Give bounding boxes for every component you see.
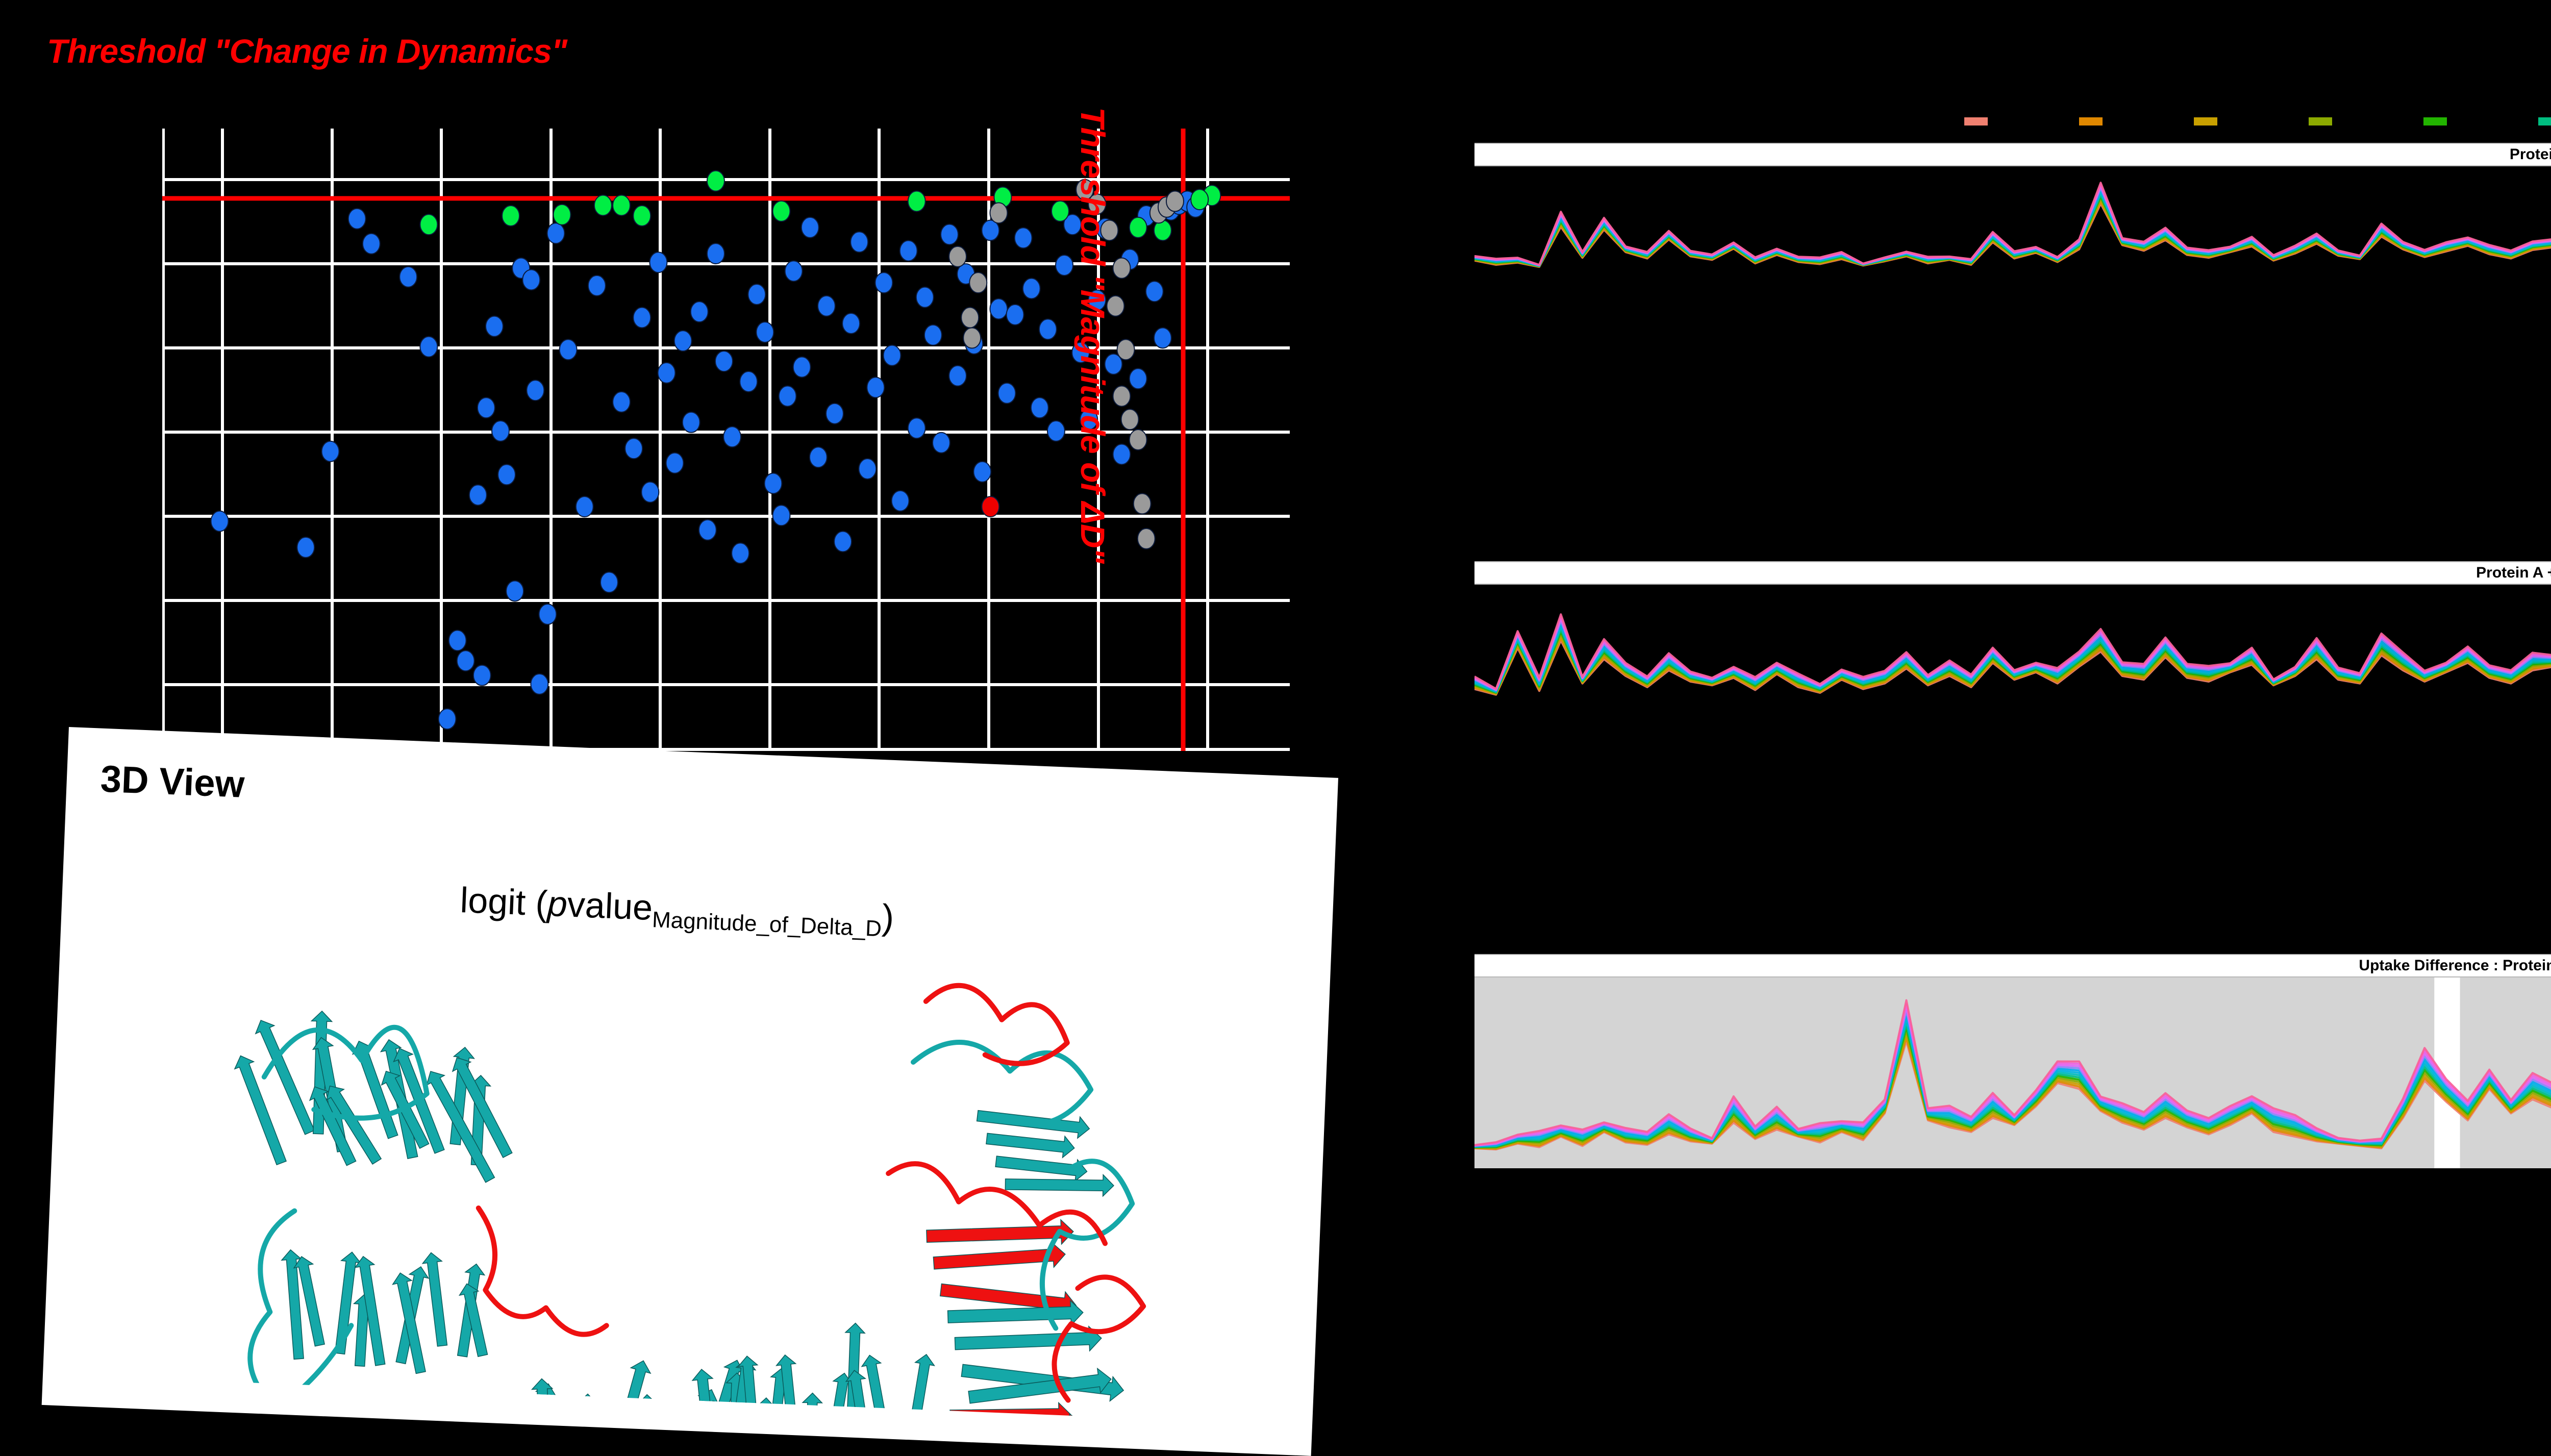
threshold-magnitude-of-delta-d-label: Threshold "Magnitude of ΔD" (1074, 107, 1112, 563)
legend-swatch-1[interactable] (2079, 117, 2103, 125)
panel-titlebar (1474, 954, 2551, 977)
legend-swatch-2[interactable] (2194, 117, 2217, 125)
uptake-panel-protein-a-ligand: Protein A + Ligand (1474, 561, 2551, 755)
uptake-plots-region: Protein A Protein A + Ligand Uptake Diff… (1474, 41, 2551, 1326)
timepoint-legend[interactable] (1474, 117, 2551, 138)
volcano-plot-panel: Threshold "Change in Dynamics" Threshold… (0, 0, 1327, 867)
3d-view-title: 3D View (99, 757, 245, 806)
threshold-change-in-dynamics-label: Threshold "Change in Dynamics" (47, 32, 567, 70)
legend-swatch-4[interactable] (2423, 117, 2447, 125)
panel-title-protein-a-ligand: Protein A + Ligand (2476, 564, 2551, 581)
panel-body-uptake-difference[interactable] (1474, 977, 2551, 1168)
panel-title-uptake-difference: Uptake Difference : Protein A - (Protein… (2359, 957, 2551, 974)
volcano-svg (162, 129, 1290, 751)
legend-swatch-5[interactable] (2538, 117, 2551, 125)
panel-body-protein-a-ligand[interactable] (1474, 585, 2551, 755)
panel-titlebar (1474, 561, 2551, 585)
uptake-trace-svg-protein-a-ligand (1474, 613, 2551, 696)
uptake-panel-uptake-difference: Uptake Difference : Protein A - (Protein… (1474, 954, 2551, 1168)
legend-swatch-3[interactable] (2309, 117, 2332, 125)
uptake-trace-svg-protein-a (1474, 182, 2551, 268)
volcano-scatter-area[interactable] (162, 129, 1290, 751)
panel-title-protein-a: Protein A (2509, 146, 2551, 163)
3d-view-card[interactable]: -200 logit (pvalueMagnitude_of_Delta_D) … (41, 727, 1338, 1456)
panel-titlebar (1474, 143, 2551, 166)
protein-cartoon-structure[interactable] (84, 815, 1294, 1424)
panel-body-protein-a[interactable] (1474, 166, 2551, 337)
uptake-trace-svg-difference (1474, 977, 2551, 1168)
legend-swatch-0[interactable] (1964, 117, 1988, 125)
uptake-panel-protein-a: Protein A (1474, 143, 2551, 337)
